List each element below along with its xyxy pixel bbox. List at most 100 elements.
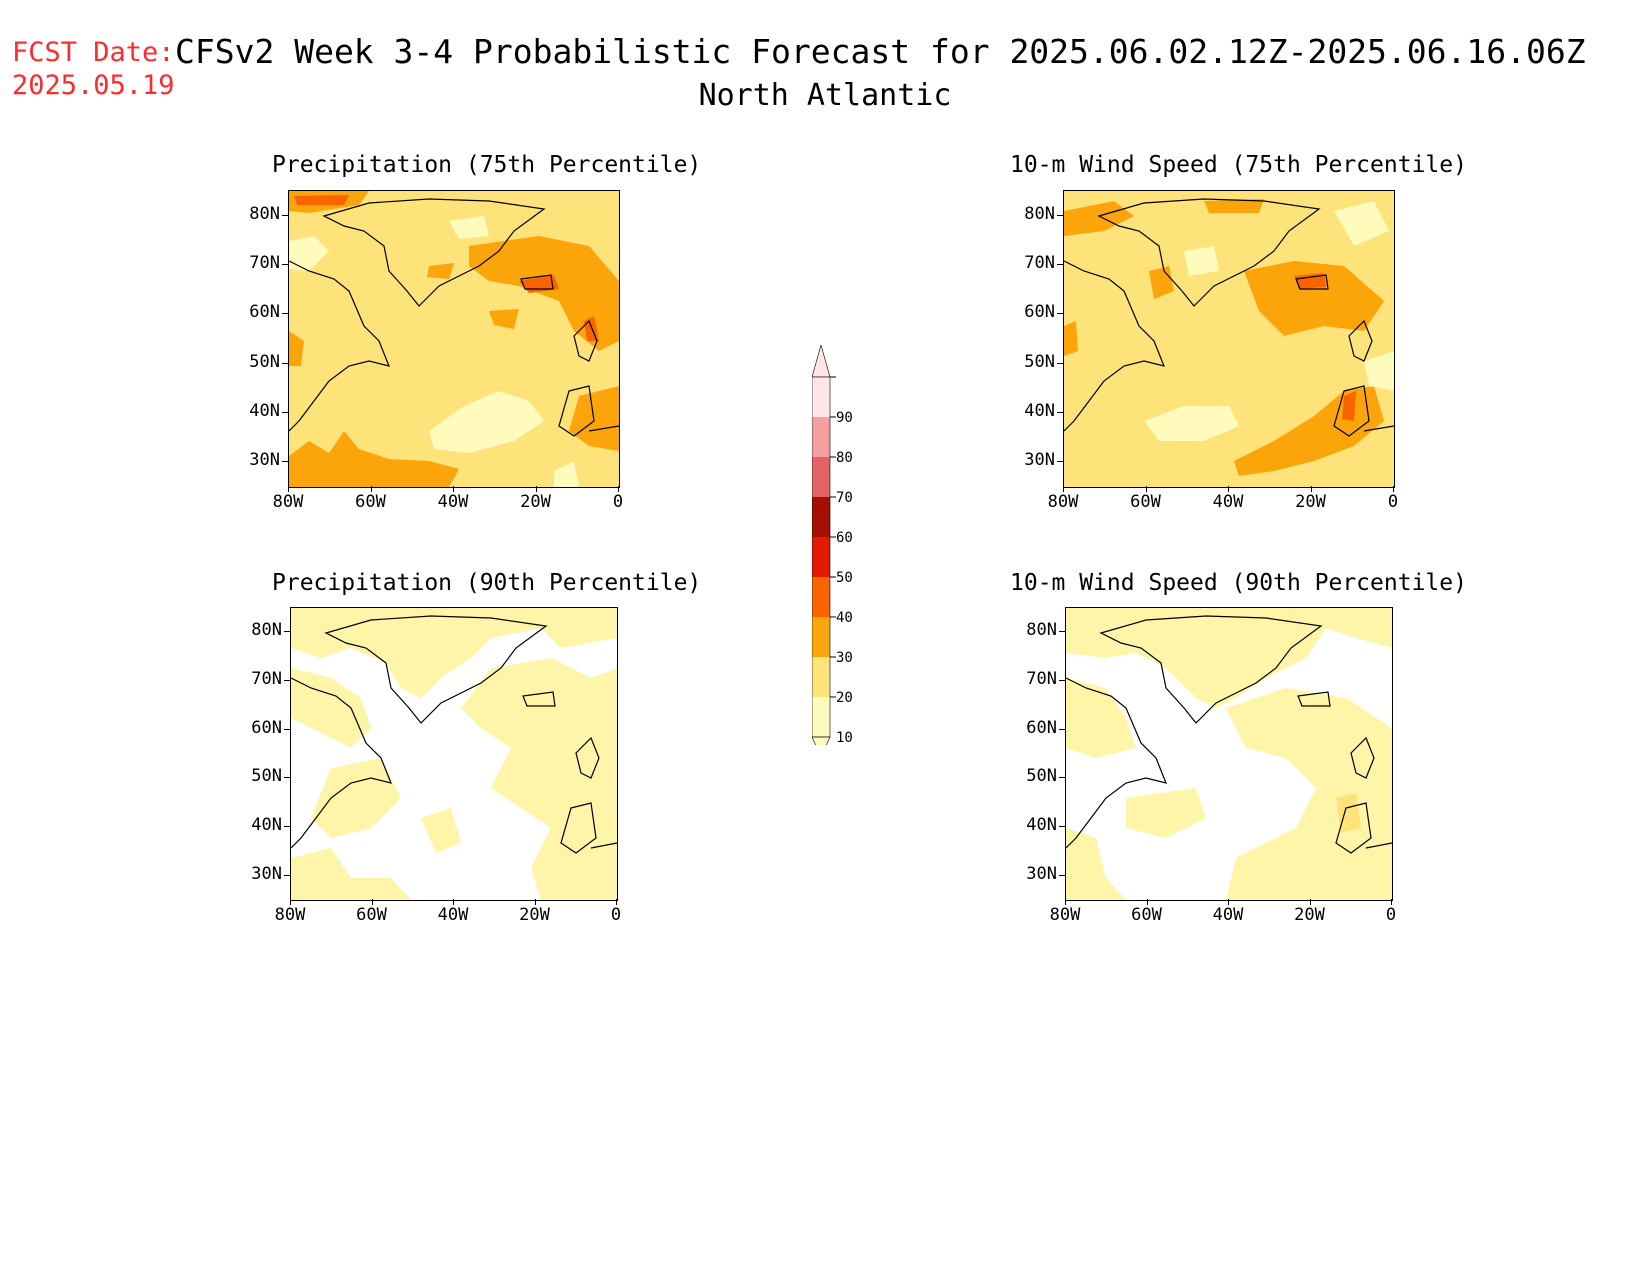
panel-title: Precipitation (90th Percentile) xyxy=(272,570,702,596)
lat-label: 30N xyxy=(251,863,282,884)
lat-label: 70N xyxy=(251,669,282,689)
lon-label: 60W xyxy=(356,905,387,925)
lat-tick xyxy=(282,412,288,413)
panel-title: 10-m Wind Speed (75th Percentile) xyxy=(1010,152,1467,178)
lon-label: 40W xyxy=(437,905,469,925)
lat-label: 50N xyxy=(251,766,282,787)
lon-tick xyxy=(371,899,373,905)
lon-label: 60W xyxy=(1130,492,1161,512)
lat-tick xyxy=(284,874,290,876)
colorbar-swatch xyxy=(812,377,830,417)
map-wind-75 xyxy=(1063,190,1395,488)
lat-label: 40N xyxy=(249,401,280,421)
lat-label: 40N xyxy=(1024,401,1055,421)
lat-tick xyxy=(1059,728,1065,730)
lat-label: 60N xyxy=(1026,717,1057,738)
lat-tick xyxy=(284,631,290,633)
colorbar-swatch xyxy=(812,577,830,617)
lon-label: 20W xyxy=(520,492,551,512)
lon-label: 0 xyxy=(1385,905,1397,925)
lat-label: 80N xyxy=(249,203,280,224)
lat-label: 80N xyxy=(251,620,282,641)
colorbar-swatch xyxy=(812,417,830,457)
contour-fill-10-20 xyxy=(289,216,579,487)
lon-label: 80W xyxy=(272,492,304,512)
colorbar: 90 80 70 60 50 40 30 20 10 xyxy=(811,343,872,758)
colorbar-label: 10 xyxy=(836,730,853,745)
lat-label: 70N xyxy=(1026,669,1057,689)
lat-label: 60N xyxy=(249,302,280,323)
lat-label: 40N xyxy=(1026,815,1057,835)
colorbar-swatch xyxy=(812,537,830,577)
lat-tick xyxy=(1059,777,1065,779)
lon-label: 20W xyxy=(1294,905,1325,925)
lon-label: 40W xyxy=(1212,492,1244,512)
lat-tick xyxy=(1057,362,1063,364)
lat-tick xyxy=(282,362,288,364)
lon-tick xyxy=(1310,486,1312,492)
lon-tick xyxy=(616,899,617,905)
lat-tick xyxy=(1057,412,1063,413)
lon-label: 40W xyxy=(1212,905,1244,925)
forecast-date-label: FCST Date: xyxy=(12,37,175,68)
colorbar-label: 20 xyxy=(836,690,853,706)
colorbar-swatch xyxy=(812,617,830,657)
contour-fill-30-40 xyxy=(1064,199,1384,476)
colorbar-label: 40 xyxy=(836,610,853,626)
lat-label: 50N xyxy=(1026,766,1057,787)
colorbar-bottom-extension xyxy=(811,736,831,758)
colorbar-label: 80 xyxy=(836,450,853,466)
lon-label: 80W xyxy=(274,905,306,925)
lat-tick xyxy=(282,461,288,463)
lat-label: 60N xyxy=(1024,302,1055,323)
lon-tick xyxy=(1391,899,1392,905)
coastline xyxy=(1066,615,1392,854)
colorbar-label: 30 xyxy=(836,650,853,666)
lat-tick xyxy=(282,214,288,216)
lon-label: 0 xyxy=(610,905,622,925)
lat-label: 80N xyxy=(1024,203,1055,224)
panel-title: 10-m Wind Speed (90th Percentile) xyxy=(1010,570,1467,596)
region-subtitle: North Atlantic xyxy=(698,78,952,113)
lon-label: 60W xyxy=(355,492,386,512)
colorbar-label: 60 xyxy=(836,530,853,546)
lon-label: 20W xyxy=(519,905,550,925)
lat-label: 70N xyxy=(1024,253,1055,273)
coastline xyxy=(289,198,619,437)
lon-tick xyxy=(1228,486,1229,492)
contour-fill-10-20 xyxy=(1066,608,1392,900)
colorbar-label: 50 xyxy=(836,570,853,586)
lat-label: 40N xyxy=(251,815,282,835)
lon-label: 40W xyxy=(437,492,469,512)
lat-tick xyxy=(284,728,290,730)
lat-tick xyxy=(284,777,290,779)
colorbar-label: 90 xyxy=(836,410,853,426)
coastline xyxy=(1064,198,1394,437)
lat-tick xyxy=(1057,313,1063,315)
colorbar-outline xyxy=(811,376,831,738)
lon-tick xyxy=(370,486,372,492)
lat-tick xyxy=(284,680,290,681)
lat-tick xyxy=(1057,461,1063,463)
lat-tick xyxy=(1059,874,1065,876)
lon-tick xyxy=(1228,899,1229,905)
contour-fill-10-20 xyxy=(291,608,617,900)
lat-tick xyxy=(1059,680,1065,681)
contour-fill-10-20 xyxy=(1144,201,1394,441)
lat-label: 50N xyxy=(1024,351,1055,372)
lat-tick xyxy=(1057,214,1063,216)
lat-tick xyxy=(282,313,288,315)
colorbar-swatches: 90 80 70 60 50 40 30 20 10 xyxy=(811,343,853,758)
lat-label: 30N xyxy=(1026,863,1057,884)
forecast-date-block: FCST Date: 2025.05.19 xyxy=(12,36,175,102)
lon-tick xyxy=(534,899,536,905)
lat-tick xyxy=(284,826,290,827)
lat-label: 50N xyxy=(249,351,280,372)
lon-tick xyxy=(1063,486,1064,492)
lon-label: 80W xyxy=(1047,492,1079,512)
lat-label: 30N xyxy=(1024,450,1055,471)
colorbar-label: 70 xyxy=(836,490,853,506)
lat-label: 60N xyxy=(251,717,282,738)
map-precip-90 xyxy=(290,607,618,901)
colorbar-swatch xyxy=(812,657,830,697)
